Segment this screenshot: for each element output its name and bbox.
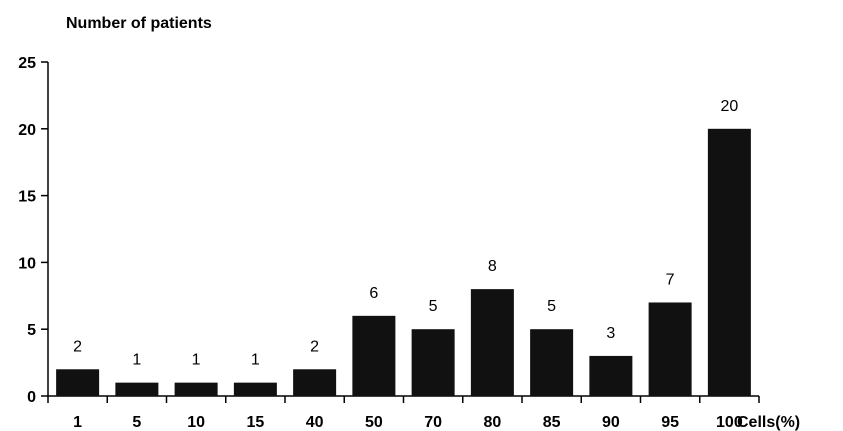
y-tick-label: 20	[18, 122, 36, 139]
bar-value-label: 20	[720, 98, 738, 115]
bar	[293, 369, 337, 396]
bar	[530, 329, 574, 396]
x-tick-label: 10	[187, 414, 205, 431]
bar-value-label: 5	[429, 298, 438, 315]
y-axis-title: Number of patients	[66, 15, 212, 32]
bar	[115, 382, 159, 396]
bar	[589, 355, 633, 396]
bar-value-label: 1	[192, 352, 201, 369]
y-tick-label: 15	[18, 189, 36, 206]
bar-value-label: 3	[606, 325, 615, 342]
bar	[233, 382, 277, 396]
bar	[56, 369, 100, 396]
y-tick-label: 0	[27, 389, 36, 406]
x-tick-label: 70	[424, 414, 442, 431]
y-tick-label: 5	[27, 322, 36, 339]
bar	[470, 289, 514, 396]
x-tick-label: 1	[73, 414, 82, 431]
y-axis: 0 5 10 15 20 25	[18, 55, 49, 406]
x-tick-label: 85	[543, 414, 561, 431]
x-axis-title: Cells(%)	[737, 414, 800, 431]
bars: 2 1 1 1 2 6 5 8 5 3 7 20	[56, 98, 751, 397]
bar	[174, 382, 218, 396]
x-tick-label: 90	[602, 414, 620, 431]
x-axis: 1 5 10 15 40 50 70 80 85 90 95 100	[47, 395, 760, 431]
x-tick-label: 100	[716, 414, 743, 431]
bar-value-label: 7	[666, 271, 675, 288]
x-tick-label: 80	[483, 414, 501, 431]
bar	[352, 315, 396, 396]
bar	[411, 329, 455, 396]
bar-value-label: 5	[547, 298, 556, 315]
bar-value-label: 6	[369, 285, 378, 302]
y-tick-label: 25	[18, 55, 36, 72]
bar-value-label: 2	[310, 338, 319, 355]
bar-value-label: 2	[73, 338, 82, 355]
bar	[707, 128, 751, 397]
bar-value-label: 1	[251, 352, 260, 369]
x-tick-label: 15	[246, 414, 264, 431]
bar-value-label: 8	[488, 258, 497, 275]
x-tick-label: 5	[132, 414, 141, 431]
x-tick-label: 95	[661, 414, 679, 431]
bar-value-label: 1	[132, 352, 141, 369]
y-tick-label: 10	[18, 255, 36, 272]
x-tick-label: 40	[306, 414, 324, 431]
x-tick-label: 50	[365, 414, 383, 431]
bar	[648, 302, 692, 396]
